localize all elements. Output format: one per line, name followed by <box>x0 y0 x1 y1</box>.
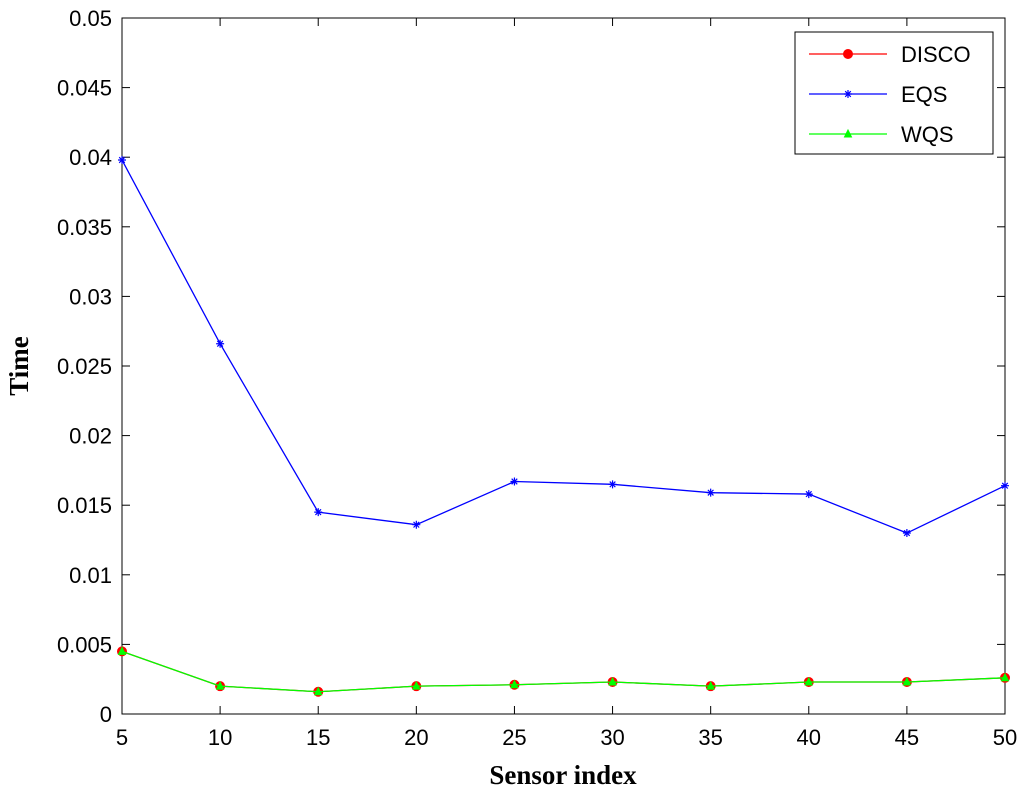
legend-item-disco: DISCO <box>809 42 971 67</box>
y-tick-label: 0.005 <box>57 632 112 657</box>
y-tick-label: 0.02 <box>69 424 112 449</box>
y-tick-label: 0.015 <box>57 493 112 518</box>
wqs-point <box>117 646 127 655</box>
y-tick-label: 0.04 <box>69 145 112 170</box>
series-eqs <box>118 155 1009 538</box>
wqs-line <box>121 650 1006 693</box>
wqs-point <box>313 686 323 696</box>
legend-label: EQS <box>901 82 947 107</box>
y-tick-label: 0.03 <box>69 284 112 309</box>
legend-label: DISCO <box>901 42 971 67</box>
eqs-point <box>412 520 421 529</box>
y-tick-label: 0.035 <box>57 215 112 240</box>
wqs-point <box>706 681 715 690</box>
legend-marker <box>843 128 853 138</box>
x-tick-label: 15 <box>306 725 330 750</box>
x-tick-label: 45 <box>895 725 919 750</box>
x-tick-label: 20 <box>404 725 428 750</box>
x-tick-label: 35 <box>698 725 722 750</box>
eqs-point <box>1001 481 1009 490</box>
wqs-point <box>510 679 519 689</box>
eqs-point <box>706 488 715 497</box>
x-tick-label: 40 <box>797 725 821 750</box>
legend-label: WQS <box>901 122 954 147</box>
x-tick-label: 25 <box>502 725 526 750</box>
wqs-point <box>1000 672 1010 682</box>
eqs-point <box>118 155 126 164</box>
wqs-point <box>902 676 912 686</box>
y-tick-label: 0.025 <box>57 354 112 379</box>
series-wqs <box>117 646 1010 696</box>
legend-item-wqs: WQS <box>809 122 954 147</box>
y-tick-label: 0.045 <box>57 76 112 101</box>
legend: DISCO EQS WQS <box>794 31 994 155</box>
eqs-point <box>314 508 323 517</box>
eqs-point <box>510 477 519 486</box>
eqs-point <box>216 339 225 348</box>
y-tick-label: 0 <box>100 702 112 727</box>
eqs-point <box>804 490 813 499</box>
x-axis-title: Sensor index <box>489 760 637 790</box>
eqs-point <box>902 529 911 538</box>
x-tick-label: 10 <box>208 725 232 750</box>
y-tick-label: 0.01 <box>69 563 112 588</box>
y-tick-label: 0.05 <box>69 6 112 31</box>
series-lines <box>117 155 1010 697</box>
y-axis-title: Time <box>4 336 34 396</box>
wqs-point <box>804 676 814 686</box>
x-tick-label: 30 <box>600 725 624 750</box>
wqs-point <box>608 676 617 686</box>
legend-marker <box>843 49 853 59</box>
eqs-line <box>121 159 1006 534</box>
legend-marker <box>844 90 852 98</box>
axes: 5 10 15 20 25 30 35 40 45 50 0 0.005 0.01 0.015 0.02 0.… <box>57 6 1017 750</box>
x-tick-label: 50 <box>993 725 1017 750</box>
legend-item-eqs: EQS <box>809 82 947 107</box>
wqs-point <box>412 681 421 690</box>
eqs-point <box>608 480 617 489</box>
x-tick-label: 5 <box>116 725 128 750</box>
wqs-point <box>215 681 225 690</box>
